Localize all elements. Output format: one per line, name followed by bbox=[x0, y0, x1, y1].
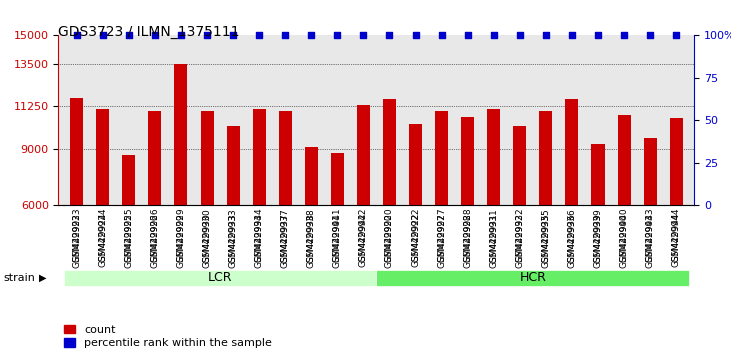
Point bbox=[71, 33, 83, 38]
Bar bbox=[513, 126, 526, 319]
Bar bbox=[591, 144, 605, 319]
Point bbox=[357, 33, 369, 38]
Bar bbox=[122, 155, 135, 319]
Text: GSM429939: GSM429939 bbox=[594, 208, 602, 263]
Point bbox=[123, 33, 135, 38]
Bar bbox=[70, 98, 83, 319]
Bar bbox=[331, 153, 344, 319]
Point bbox=[175, 33, 187, 38]
Text: GSM429940: GSM429940 bbox=[620, 208, 629, 262]
Point bbox=[644, 33, 656, 38]
FancyBboxPatch shape bbox=[64, 270, 376, 286]
Text: GSM429935: GSM429935 bbox=[542, 208, 550, 263]
Text: GSM429941: GSM429941 bbox=[333, 208, 342, 262]
Bar bbox=[279, 111, 292, 319]
Text: GSM429923: GSM429923 bbox=[72, 208, 81, 262]
Text: GSM429922: GSM429922 bbox=[411, 208, 420, 262]
Text: GSM429930: GSM429930 bbox=[202, 208, 211, 263]
Point bbox=[592, 33, 604, 38]
Text: GSM429937: GSM429937 bbox=[281, 208, 289, 263]
Bar bbox=[305, 147, 318, 319]
Text: GSM429942: GSM429942 bbox=[359, 208, 368, 262]
Bar bbox=[539, 111, 553, 319]
Text: LCR: LCR bbox=[208, 272, 232, 284]
Point bbox=[279, 33, 291, 38]
Point bbox=[618, 33, 630, 38]
Text: GSM429944: GSM429944 bbox=[672, 208, 681, 262]
Point bbox=[254, 33, 265, 38]
Text: strain: strain bbox=[4, 273, 36, 283]
Text: GSM429925: GSM429925 bbox=[124, 208, 133, 262]
Bar bbox=[175, 64, 187, 319]
Point bbox=[670, 33, 682, 38]
Point bbox=[566, 33, 577, 38]
Bar bbox=[670, 119, 683, 319]
Bar bbox=[435, 111, 448, 319]
Bar bbox=[227, 126, 240, 319]
Text: GSM429928: GSM429928 bbox=[463, 208, 472, 262]
Text: GSM429943: GSM429943 bbox=[645, 208, 655, 262]
Text: GSM429932: GSM429932 bbox=[515, 208, 524, 262]
Text: GSM429927: GSM429927 bbox=[437, 208, 446, 262]
Bar bbox=[566, 99, 578, 319]
Bar bbox=[357, 105, 370, 319]
Text: GSM429926: GSM429926 bbox=[151, 208, 159, 262]
Bar bbox=[383, 99, 396, 319]
Text: GSM429934: GSM429934 bbox=[254, 208, 264, 262]
Bar bbox=[96, 109, 110, 319]
Text: GSM429924: GSM429924 bbox=[98, 208, 107, 262]
Text: GSM429920: GSM429920 bbox=[385, 208, 394, 262]
Point bbox=[97, 33, 109, 38]
Text: GDS3723 / ILMN_1375111: GDS3723 / ILMN_1375111 bbox=[58, 25, 240, 39]
Point bbox=[462, 33, 474, 38]
Point bbox=[332, 33, 344, 38]
Point bbox=[201, 33, 213, 38]
Bar bbox=[200, 111, 213, 319]
Text: GSM429938: GSM429938 bbox=[307, 208, 316, 263]
Bar bbox=[461, 116, 474, 319]
Text: GSM429933: GSM429933 bbox=[229, 208, 238, 263]
Point bbox=[436, 33, 447, 38]
Text: GSM429936: GSM429936 bbox=[567, 208, 577, 263]
Point bbox=[488, 33, 499, 38]
FancyBboxPatch shape bbox=[376, 270, 689, 286]
Bar bbox=[409, 124, 422, 319]
Bar bbox=[618, 115, 631, 319]
Text: GSM429929: GSM429929 bbox=[176, 208, 186, 262]
Point bbox=[409, 33, 421, 38]
Bar bbox=[643, 138, 656, 319]
Point bbox=[384, 33, 395, 38]
Bar bbox=[148, 111, 162, 319]
Text: GSM429931: GSM429931 bbox=[489, 208, 499, 263]
Bar bbox=[488, 109, 500, 319]
Point bbox=[306, 33, 317, 38]
Legend: count, percentile rank within the sample: count, percentile rank within the sample bbox=[64, 325, 272, 348]
Point bbox=[514, 33, 526, 38]
Point bbox=[149, 33, 161, 38]
Bar bbox=[253, 109, 265, 319]
Point bbox=[540, 33, 552, 38]
Text: HCR: HCR bbox=[520, 272, 546, 284]
Text: ▶: ▶ bbox=[39, 273, 46, 283]
Point bbox=[227, 33, 239, 38]
